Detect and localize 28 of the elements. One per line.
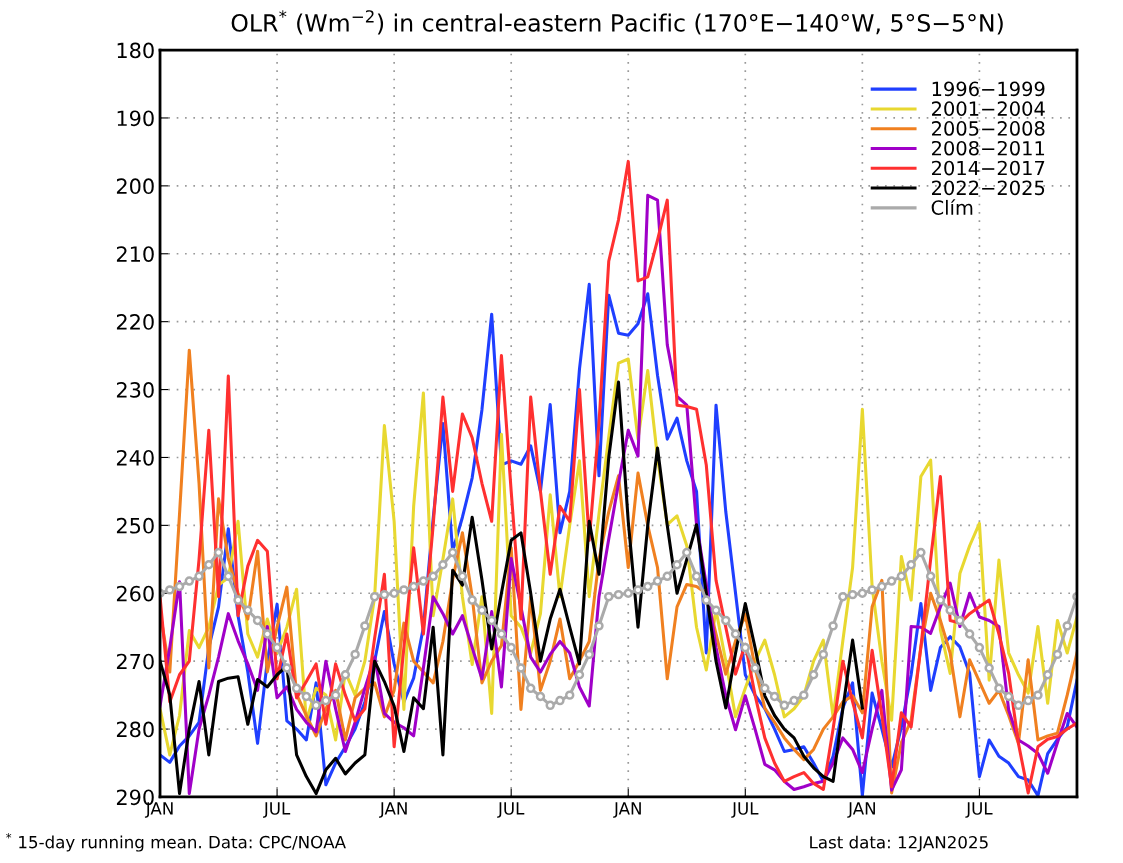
legend-label: 2001−2004 <box>932 101 1045 117</box>
y-tick-label: 240 <box>116 449 154 466</box>
x-tick-label: JUL <box>965 802 993 818</box>
chart-title: OLR$^{*}$ (Wm$^{−2}$) in central-eastern Pacific (170°E−140°W, 5°S−5°N) <box>231 10 1003 35</box>
text: $^{*}$ 15-day running mean. Data: CPC/NOAA <box>6 833 346 852</box>
x-tick-label: JAN <box>847 802 875 818</box>
y-tick-label: 280 <box>116 721 154 738</box>
y-tick-label: 260 <box>116 585 154 602</box>
legend-label: 2014−2017 <box>932 160 1045 176</box>
y-tick-label: 270 <box>116 653 154 670</box>
legend-label: 2008−2011 <box>932 140 1045 156</box>
x-tick-label: JAN <box>379 802 407 818</box>
y-tick-label: 200 <box>116 178 154 195</box>
x-tick-label: JUL <box>731 802 759 818</box>
y-tick-label: 220 <box>116 314 154 330</box>
y-tick-label: 210 <box>116 246 154 262</box>
x-tick-label: JUL <box>497 802 525 818</box>
legend-label: 1996−1999 <box>932 81 1045 97</box>
text: Last data: 12JAN2025 <box>810 835 988 852</box>
x-tick-label: JAN <box>613 802 641 818</box>
legend-label: Clím <box>931 199 973 215</box>
y-tick-label: 180 <box>117 42 154 59</box>
y-tick-label: 250 <box>116 517 154 534</box>
legend-label: 2022−2025 <box>932 180 1045 196</box>
y-tick-label: 230 <box>116 382 154 398</box>
y-tick-label: 190 <box>117 110 154 127</box>
x-tick-label: JUL <box>263 802 291 818</box>
legend-label: 2005−2008 <box>932 121 1045 136</box>
